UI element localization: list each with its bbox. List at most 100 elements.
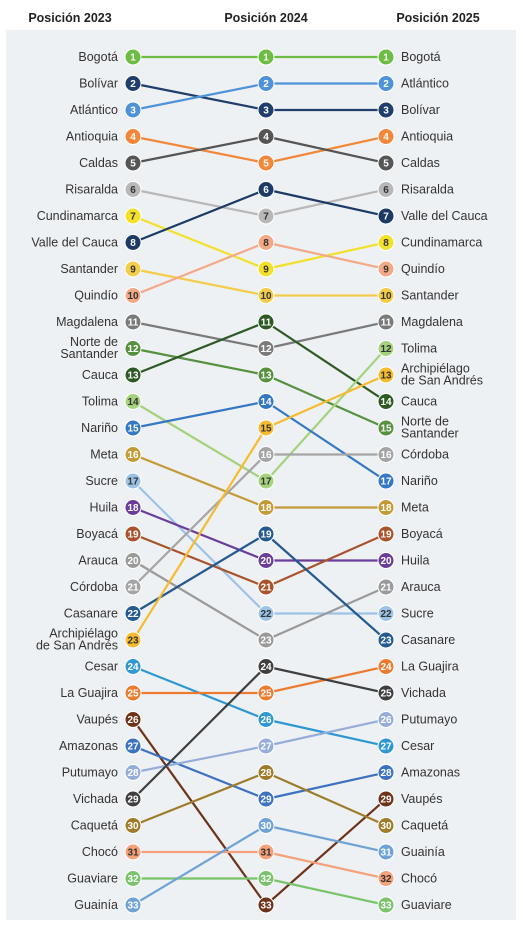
rank-number-amazonas-1: 29 bbox=[260, 795, 272, 806]
rank-number-arauca-1: 23 bbox=[260, 636, 272, 647]
rank-dot-quindio-2 bbox=[377, 260, 395, 278]
rank-number-la-guajira-1: 25 bbox=[260, 689, 272, 700]
label-2023-valle-del-cauca: Valle del Cauca bbox=[31, 236, 118, 250]
rank-number-atlantico-1: 2 bbox=[263, 79, 269, 90]
label-2023-cundinamarca: Cundinamarca bbox=[37, 209, 118, 223]
label-2023-archipielago-de-san-andres: de San Andrés bbox=[36, 639, 118, 653]
rank-dot-la-guajira-1 bbox=[257, 684, 275, 702]
label-2025-casanare: Casanare bbox=[401, 633, 455, 647]
rank-number-meta-2: 18 bbox=[380, 503, 392, 514]
rank-dot-amazonas-1 bbox=[257, 790, 275, 808]
rank-number-putumayo-1: 27 bbox=[260, 742, 272, 753]
rank-number-guaviare-1: 32 bbox=[260, 874, 272, 885]
label-2023-bolivar: Bolívar bbox=[79, 77, 118, 91]
rank-dot-casanare-2 bbox=[377, 631, 395, 649]
rank-dot-vaupes-0 bbox=[124, 711, 142, 728]
rank-number-casanare-2: 23 bbox=[380, 636, 392, 647]
rank-number-cauca-0: 13 bbox=[127, 371, 139, 382]
label-2023-santander: Santander bbox=[60, 262, 118, 276]
rank-dot-cauca-2 bbox=[377, 393, 395, 410]
rank-dot-santander-2 bbox=[377, 287, 395, 304]
label-2023-atlantico: Atlántico bbox=[70, 103, 118, 117]
rank-dot-antioquia-1 bbox=[257, 154, 275, 172]
rank-dot-casanare-0 bbox=[124, 605, 142, 622]
rank-number-la-guajira-2: 24 bbox=[380, 662, 392, 673]
rank-number-norte-de-santander-0: 12 bbox=[127, 344, 139, 355]
rank-dot-caqueta-0 bbox=[124, 817, 142, 834]
label-2025-choco: Chocó bbox=[401, 872, 437, 886]
rank-dot-boyaca-0 bbox=[124, 525, 142, 543]
label-2025-bolivar: Bolívar bbox=[401, 103, 440, 117]
label-2023-choco: Chocó bbox=[82, 845, 118, 859]
rank-number-antioquia-1: 5 bbox=[263, 159, 269, 170]
rank-dot-vichada-2 bbox=[377, 684, 395, 702]
label-2025-narino: Nariño bbox=[401, 474, 438, 488]
rank-dot-valle-del-cauca-2 bbox=[377, 207, 395, 225]
rank-dot-norte-de-santander-1 bbox=[257, 366, 275, 384]
rank-dot-risaralda-1 bbox=[257, 207, 275, 225]
rank-number-bolivar-2: 3 bbox=[383, 106, 389, 117]
rank-dot-archipielago-de-san-andres-2 bbox=[377, 366, 395, 384]
rank-dot-archipielago-de-san-andres-0 bbox=[124, 631, 142, 649]
rank-number-antioquia-0: 4 bbox=[130, 132, 136, 143]
label-2025-caqueta: Caquetá bbox=[401, 819, 448, 833]
rank-number-caqueta-0: 30 bbox=[127, 821, 139, 832]
rank-number-putumayo-0: 28 bbox=[127, 768, 139, 779]
label-2025-sucre: Sucre bbox=[401, 607, 434, 621]
rank-dot-cauca-0 bbox=[124, 366, 142, 384]
rank-number-bogota-2: 1 bbox=[383, 53, 389, 64]
rank-number-cordoba-1: 16 bbox=[260, 450, 272, 461]
label-2023-putumayo: Putumayo bbox=[62, 766, 118, 780]
rank-dot-putumayo-0 bbox=[124, 764, 142, 781]
label-2023-sucre: Sucre bbox=[85, 474, 118, 488]
rank-number-casanare-1: 19 bbox=[260, 530, 272, 541]
rank-number-magdalena-1: 12 bbox=[260, 344, 272, 355]
rank-dot-bolivar-2 bbox=[377, 101, 395, 119]
rank-number-casanare-0: 22 bbox=[127, 609, 139, 620]
label-2025-tolima: Tolima bbox=[401, 342, 437, 356]
label-2025-guaviare: Guaviare bbox=[401, 898, 452, 912]
header-2024: Posición 2024 bbox=[224, 11, 307, 25]
rank-number-magdalena-2: 11 bbox=[381, 318, 392, 329]
rank-dot-valle-del-cauca-0 bbox=[124, 234, 142, 251]
rank-number-bogota-0: 1 bbox=[130, 53, 136, 64]
rank-dot-bogota-2 bbox=[377, 48, 395, 66]
rank-number-valle-del-cauca-0: 8 bbox=[130, 238, 136, 249]
label-2023-guaviare: Guaviare bbox=[67, 872, 118, 886]
label-2025-bogota: Bogotá bbox=[401, 50, 441, 64]
label-2023-vaupes: Vaupés bbox=[77, 713, 118, 727]
rank-dot-magdalena-1 bbox=[257, 340, 275, 357]
rank-dot-caqueta-2 bbox=[377, 817, 395, 834]
rank-number-antioquia-2: 4 bbox=[383, 132, 389, 143]
label-2025-amazonas: Amazonas bbox=[401, 766, 460, 780]
rank-dot-bogota-0 bbox=[124, 48, 142, 66]
rank-number-vichada-2: 25 bbox=[380, 689, 392, 700]
rank-number-quindio-0: 10 bbox=[127, 291, 139, 302]
rank-dot-choco-2 bbox=[377, 870, 395, 887]
rank-number-caqueta-1: 28 bbox=[260, 768, 272, 779]
label-2025-norte-de-santander: Santander bbox=[401, 427, 459, 441]
rank-dot-norte-de-santander-2 bbox=[377, 419, 395, 437]
rank-dot-santander-1 bbox=[257, 287, 275, 304]
header-2023: Posición 2023 bbox=[28, 11, 111, 25]
rank-dot-putumayo-1 bbox=[257, 737, 275, 755]
label-2023-archipielago-de-san-andres: Archipiélago bbox=[49, 627, 118, 641]
rank-number-cesar-2: 27 bbox=[380, 742, 392, 753]
label-2025-cauca: Cauca bbox=[401, 395, 437, 409]
rank-dot-tolima-2 bbox=[377, 340, 395, 357]
rank-number-amazonas-0: 27 bbox=[127, 742, 139, 753]
rank-dot-vaupes-1 bbox=[257, 896, 275, 914]
rank-number-amazonas-2: 28 bbox=[380, 768, 392, 779]
rank-dot-tolima-1 bbox=[257, 472, 275, 490]
rank-number-choco-0: 31 bbox=[127, 848, 139, 859]
label-2023-magdalena: Magdalena bbox=[56, 315, 118, 329]
rank-dot-quindio-0 bbox=[124, 287, 142, 304]
rank-number-meta-1: 18 bbox=[260, 503, 272, 514]
label-2023-boyaca: Boyacá bbox=[76, 527, 118, 541]
rank-dot-santander-0 bbox=[124, 260, 142, 278]
rank-dot-caldas-2 bbox=[377, 154, 395, 172]
rank-number-cauca-2: 14 bbox=[380, 397, 392, 408]
label-2025-risaralda: Risaralda bbox=[401, 183, 454, 197]
rank-number-caldas-0: 5 bbox=[130, 159, 136, 170]
